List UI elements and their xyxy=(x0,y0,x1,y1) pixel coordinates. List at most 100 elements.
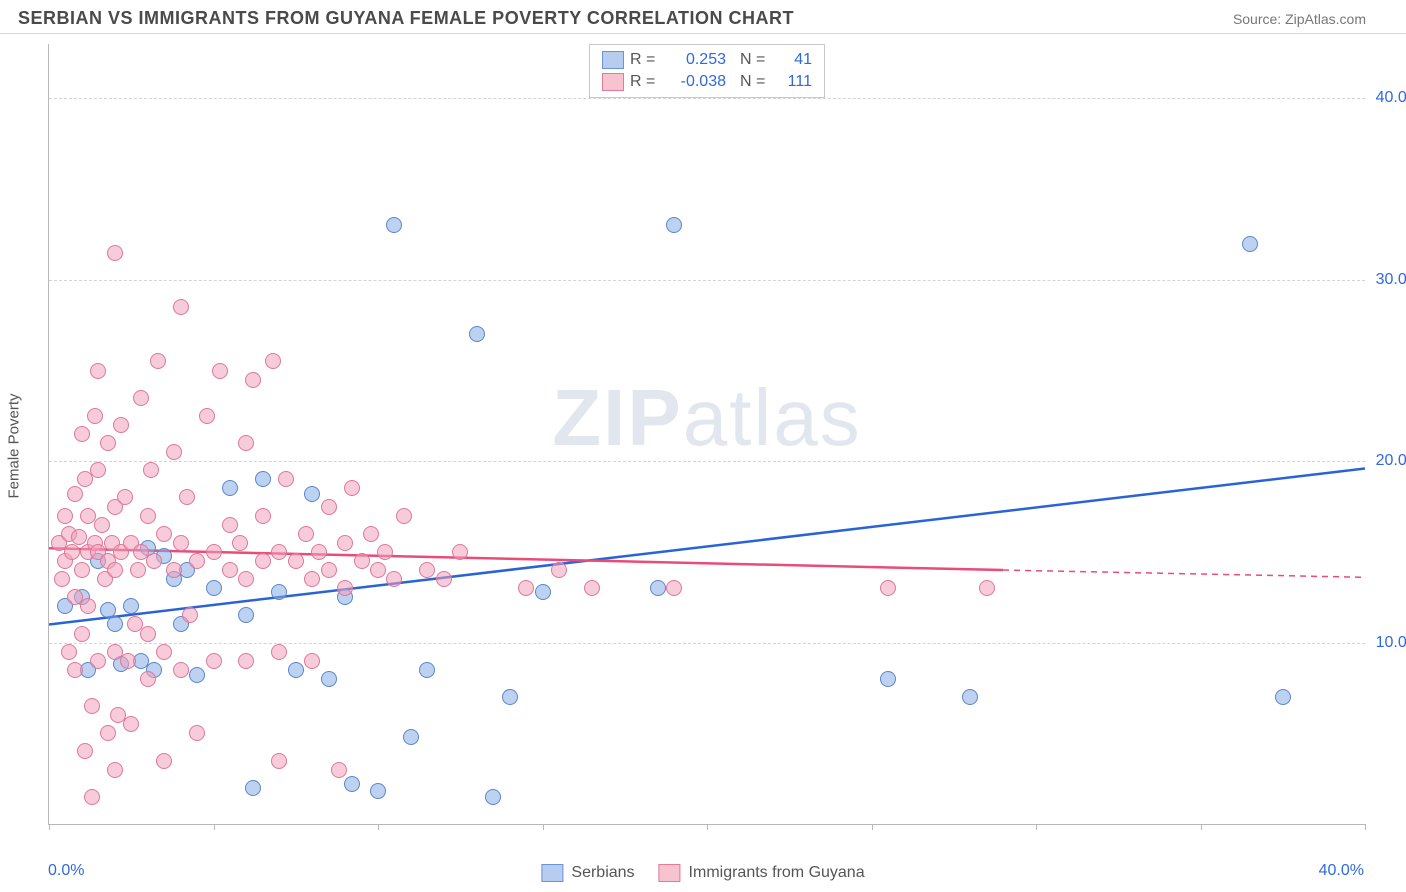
scatter-point xyxy=(337,580,353,596)
scatter-point xyxy=(354,553,370,569)
scatter-point xyxy=(90,462,106,478)
gridline xyxy=(49,98,1365,99)
scatter-point xyxy=(238,435,254,451)
scatter-point xyxy=(67,486,83,502)
scatter-point xyxy=(127,616,143,632)
scatter-point xyxy=(206,653,222,669)
scatter-point xyxy=(337,535,353,551)
scatter-point xyxy=(74,626,90,642)
trend-lines xyxy=(49,44,1365,824)
scatter-point xyxy=(150,353,166,369)
legend-swatch xyxy=(602,73,624,91)
scatter-point xyxy=(206,544,222,560)
x-tick xyxy=(872,824,873,830)
x-tick xyxy=(378,824,379,830)
scatter-point xyxy=(979,580,995,596)
scatter-point xyxy=(156,644,172,660)
watermark: ZIPatlas xyxy=(552,372,861,464)
source-label: Source: ZipAtlas.com xyxy=(1233,11,1366,27)
scatter-point xyxy=(222,562,238,578)
scatter-point xyxy=(100,602,116,618)
scatter-point xyxy=(245,780,261,796)
scatter-point xyxy=(271,644,287,660)
x-tick xyxy=(707,824,708,830)
scatter-point xyxy=(189,725,205,741)
scatter-point xyxy=(238,571,254,587)
scatter-point xyxy=(54,571,70,587)
scatter-point xyxy=(386,217,402,233)
x-tick xyxy=(543,824,544,830)
legend-item: Serbians xyxy=(541,864,634,882)
scatter-point xyxy=(245,372,261,388)
scatter-point xyxy=(143,462,159,478)
scatter-point xyxy=(271,584,287,600)
legend-swatch xyxy=(541,864,563,882)
scatter-point xyxy=(123,716,139,732)
scatter-point xyxy=(311,544,327,560)
scatter-point xyxy=(90,363,106,379)
scatter-point xyxy=(321,499,337,515)
scatter-point xyxy=(130,562,146,578)
scatter-point xyxy=(278,471,294,487)
y-axis-title: Female Poverty xyxy=(6,393,23,498)
scatter-point xyxy=(64,544,80,560)
scatter-point xyxy=(232,535,248,551)
scatter-point xyxy=(469,326,485,342)
scatter-point xyxy=(212,363,228,379)
n-label: N = xyxy=(740,51,770,69)
scatter-point xyxy=(182,607,198,623)
scatter-point xyxy=(271,544,287,560)
scatter-point xyxy=(485,789,501,805)
scatter-point xyxy=(344,776,360,792)
scatter-point xyxy=(255,471,271,487)
scatter-point xyxy=(140,671,156,687)
scatter-point xyxy=(265,353,281,369)
plot-area: ZIPatlas R =0.253N =41R =-0.038N =111 10… xyxy=(48,44,1365,825)
scatter-point xyxy=(255,553,271,569)
legend-correlation: R =0.253N =41R =-0.038N =111 xyxy=(589,44,825,98)
y-tick-label: 30.0% xyxy=(1376,271,1406,289)
scatter-point xyxy=(222,517,238,533)
scatter-point xyxy=(173,535,189,551)
r-label: R = xyxy=(630,51,660,69)
scatter-point xyxy=(298,526,314,542)
scatter-point xyxy=(117,489,133,505)
n-label: N = xyxy=(740,73,770,91)
scatter-point xyxy=(650,580,666,596)
legend-swatch xyxy=(602,51,624,69)
scatter-point xyxy=(363,526,379,542)
chart-container: SERBIAN VS IMMIGRANTS FROM GUYANA FEMALE… xyxy=(0,0,1406,892)
scatter-point xyxy=(502,689,518,705)
scatter-point xyxy=(370,783,386,799)
scatter-point xyxy=(166,444,182,460)
scatter-point xyxy=(74,426,90,442)
scatter-point xyxy=(666,580,682,596)
scatter-point xyxy=(518,580,534,596)
scatter-point xyxy=(1275,689,1291,705)
x-tick xyxy=(49,824,50,830)
x-tick xyxy=(1365,824,1366,830)
scatter-point xyxy=(80,598,96,614)
x-tick xyxy=(1201,824,1202,830)
chart-header: SERBIAN VS IMMIGRANTS FROM GUYANA FEMALE… xyxy=(0,0,1406,34)
y-tick-label: 10.0% xyxy=(1376,634,1406,652)
scatter-point xyxy=(94,517,110,533)
scatter-point xyxy=(133,390,149,406)
scatter-point xyxy=(84,698,100,714)
scatter-point xyxy=(304,571,320,587)
y-tick-label: 20.0% xyxy=(1376,452,1406,470)
scatter-point xyxy=(120,653,136,669)
legend-row: R =0.253N =41 xyxy=(602,49,812,71)
scatter-point xyxy=(113,417,129,433)
r-value: 0.253 xyxy=(666,51,726,69)
gridline xyxy=(49,643,1365,644)
scatter-point xyxy=(107,245,123,261)
scatter-point xyxy=(146,553,162,569)
scatter-point xyxy=(100,435,116,451)
legend-swatch xyxy=(659,864,681,882)
gridline xyxy=(49,461,1365,462)
scatter-point xyxy=(238,607,254,623)
scatter-point xyxy=(123,598,139,614)
scatter-point xyxy=(370,562,386,578)
scatter-point xyxy=(110,707,126,723)
